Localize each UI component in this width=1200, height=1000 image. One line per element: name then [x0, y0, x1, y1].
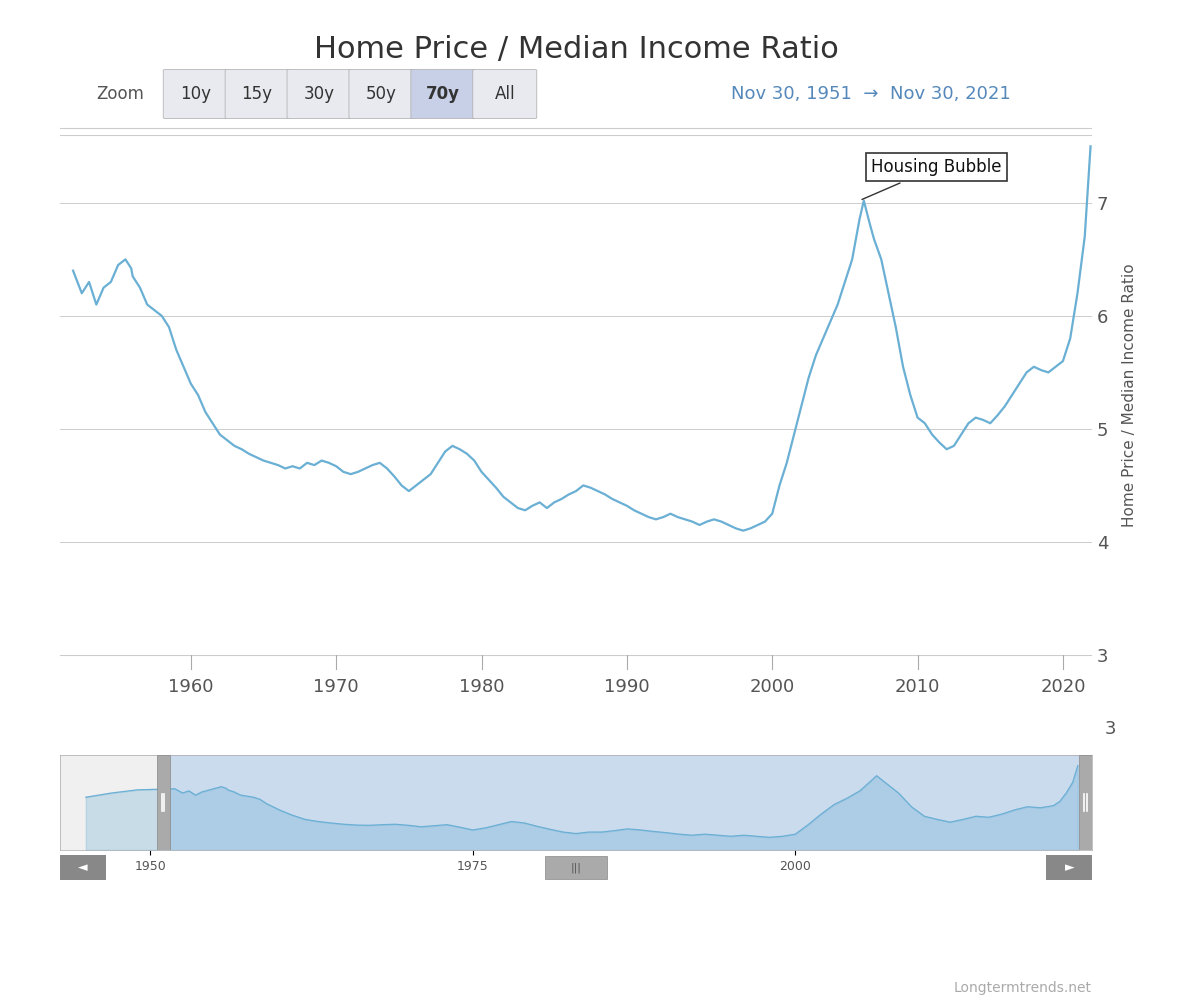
Text: 15y: 15y [241, 85, 272, 103]
Text: 1980: 1980 [458, 678, 504, 696]
Bar [60, 855, 107, 880]
FancyBboxPatch shape [349, 70, 413, 118]
Text: 70y: 70y [426, 85, 460, 103]
FancyBboxPatch shape [473, 70, 536, 118]
Bar [1045, 855, 1092, 880]
Text: 30y: 30y [304, 85, 335, 103]
Text: 10y: 10y [180, 85, 211, 103]
Bar [163, 755, 1086, 850]
Text: 1990: 1990 [604, 678, 649, 696]
FancyBboxPatch shape [410, 70, 475, 118]
FancyBboxPatch shape [226, 70, 289, 118]
Text: Nov 30, 1951  →  Nov 30, 2021: Nov 30, 1951 → Nov 30, 2021 [731, 85, 1010, 103]
Text: 2000: 2000 [750, 678, 794, 696]
Text: 2010: 2010 [895, 678, 941, 696]
Text: Longtermtrends.net: Longtermtrends.net [954, 981, 1092, 995]
Bar [545, 856, 607, 879]
Bar [1079, 755, 1092, 850]
Text: ►: ► [1064, 861, 1074, 874]
Text: Home Price / Median Income Ratio: Home Price / Median Income Ratio [313, 35, 839, 64]
Bar [157, 755, 169, 850]
Text: Housing Bubble: Housing Bubble [862, 158, 1002, 199]
Y-axis label: Home Price / Median Income Ratio: Home Price / Median Income Ratio [1122, 263, 1138, 527]
Text: 3: 3 [1104, 720, 1116, 738]
Text: |||: ||| [570, 862, 582, 873]
Text: ◄: ◄ [78, 861, 88, 874]
FancyBboxPatch shape [287, 70, 352, 118]
Text: 2020: 2020 [1040, 678, 1086, 696]
FancyBboxPatch shape [163, 70, 227, 118]
Text: 1960: 1960 [168, 678, 214, 696]
Text: 50y: 50y [366, 85, 396, 103]
Text: Zoom: Zoom [96, 85, 144, 103]
Text: 1970: 1970 [313, 678, 359, 696]
Text: All: All [494, 85, 515, 103]
